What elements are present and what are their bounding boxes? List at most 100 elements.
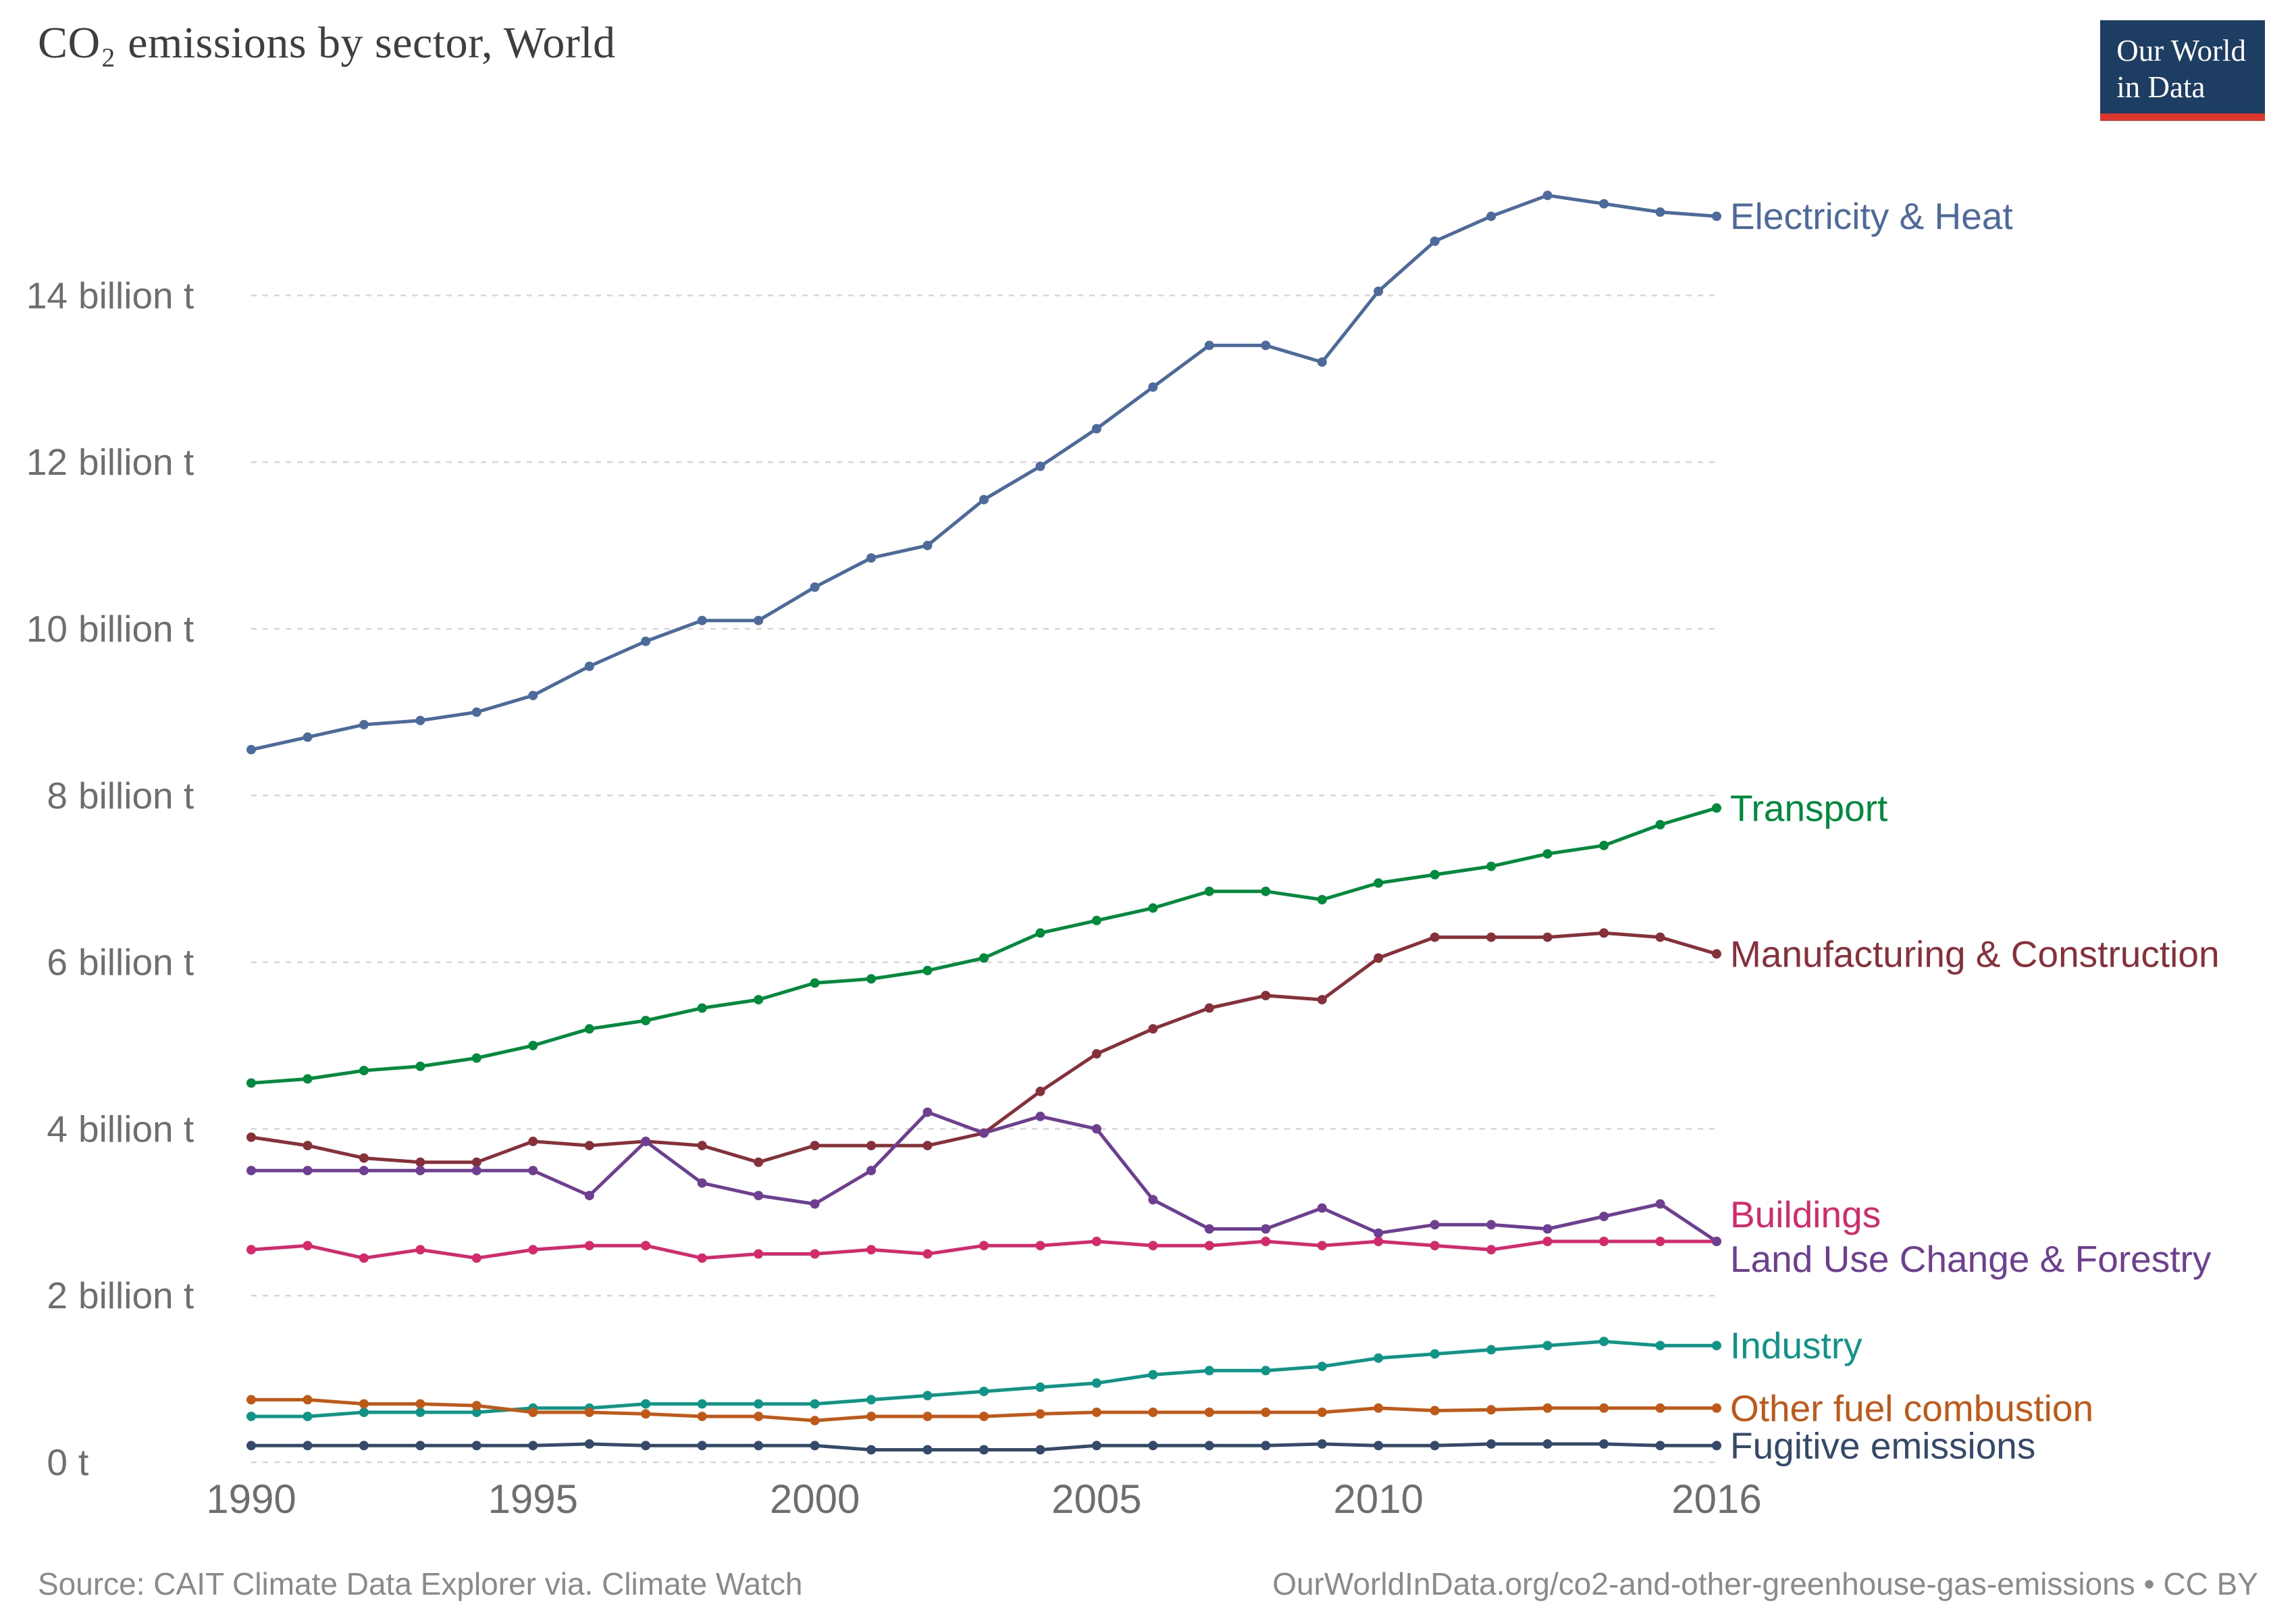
data-point-fugitive-emissions (1035, 1445, 1045, 1455)
data-point-other-fuel-combustion (1317, 1408, 1327, 1417)
data-point-land-use-change-forestry (1148, 1195, 1158, 1205)
data-point-buildings (754, 1249, 764, 1259)
data-point-transport (1091, 915, 1101, 925)
series-line-transport[interactable] (249, 806, 1719, 1085)
data-point-land-use-change-forestry (1374, 1228, 1384, 1238)
data-point-transport (584, 1024, 594, 1034)
data-point-buildings (1599, 1237, 1609, 1246)
data-point-land-use-change-forestry (584, 1191, 594, 1201)
y-axis-tick-unit: t (78, 1441, 88, 1483)
series-label-industry[interactable]: Industry (1730, 1324, 1862, 1366)
data-point-transport (697, 1003, 707, 1013)
data-point-buildings (1317, 1241, 1327, 1251)
y-axis-tick-value: 8 (47, 775, 68, 817)
data-point-manufacturing-construction (415, 1157, 425, 1167)
series-label-other-fuel-combustion[interactable]: Other fuel combustion (1730, 1387, 2093, 1429)
data-point-industry (1148, 1370, 1158, 1380)
data-point-other-fuel-combustion (584, 1408, 594, 1417)
data-point-manufacturing-construction (303, 1141, 313, 1151)
data-point-manufacturing-construction (1317, 995, 1327, 1005)
data-point-other-fuel-combustion (754, 1412, 764, 1422)
data-point-electricity-heat (922, 540, 933, 550)
data-point-manufacturing-construction (1374, 953, 1384, 963)
data-point-fugitive-emissions (1204, 1441, 1214, 1451)
data-point-land-use-change-forestry (1204, 1224, 1214, 1234)
data-point-industry (922, 1391, 933, 1401)
data-point-fugitive-emissions (1430, 1441, 1440, 1451)
data-point-industry (1430, 1349, 1440, 1359)
data-point-industry (359, 1408, 369, 1417)
data-point-buildings (979, 1241, 989, 1251)
data-point-land-use-change-forestry (359, 1166, 369, 1176)
data-point-manufacturing-construction (1148, 1024, 1158, 1034)
data-point-buildings (866, 1245, 877, 1255)
data-point-transport (1204, 886, 1214, 896)
data-point-electricity-heat (1599, 199, 1609, 209)
data-point-industry (1204, 1366, 1214, 1376)
data-point-land-use-change-forestry (1035, 1111, 1045, 1121)
data-point-other-fuel-combustion (641, 1409, 651, 1419)
data-point-fugitive-emissions (1148, 1441, 1158, 1451)
data-point-land-use-change-forestry (641, 1136, 651, 1146)
data-point-other-fuel-combustion (1374, 1403, 1384, 1413)
series-label-buildings[interactable]: Buildings (1730, 1193, 1881, 1235)
attribution-link[interactable]: OurWorldInData.org/co2-and-other-greenho… (1272, 1566, 2258, 1601)
data-point-other-fuel-combustion (246, 1395, 256, 1405)
owid-logo[interactable]: Our World in Data (2100, 20, 2265, 121)
x-axis-tick: 1995 (488, 1476, 578, 1522)
series-label-electricity-heat[interactable]: Electricity & Heat (1730, 195, 2013, 237)
series-label-fugitive-emissions[interactable]: Fugitive emissions (1730, 1424, 2035, 1466)
data-point-industry (1655, 1341, 1665, 1351)
data-point-fugitive-emissions (866, 1445, 877, 1455)
series-label-land-use-change-forestry[interactable]: Land Use Change & Forestry (1730, 1238, 2212, 1280)
data-point-fugitive-emissions (415, 1441, 425, 1451)
data-point-fugitive-emissions (754, 1441, 764, 1451)
series-line-manufacturing-construction[interactable] (249, 931, 1719, 1164)
y-axis-tick-value: 12 (26, 441, 68, 483)
data-point-other-fuel-combustion (1204, 1408, 1214, 1417)
data-point-other-fuel-combustion (359, 1399, 369, 1409)
data-point-transport (1712, 803, 1721, 813)
data-point-land-use-change-forestry (810, 1199, 820, 1209)
data-point-fugitive-emissions (1655, 1441, 1665, 1451)
data-point-fugitive-emissions (359, 1441, 369, 1451)
data-point-buildings (810, 1249, 820, 1259)
series-line-electricity-heat[interactable] (249, 193, 1719, 752)
data-point-industry (1712, 1341, 1721, 1351)
data-point-other-fuel-combustion (922, 1412, 933, 1422)
data-point-other-fuel-combustion (1261, 1408, 1271, 1417)
x-axis-tick: 2005 (1051, 1476, 1141, 1522)
data-point-land-use-change-forestry (471, 1166, 481, 1176)
data-point-land-use-change-forestry (1486, 1220, 1496, 1230)
data-point-transport (1374, 878, 1384, 888)
data-point-manufacturing-construction (1599, 928, 1609, 938)
data-point-other-fuel-combustion (471, 1401, 481, 1411)
series-label-manufacturing-construction[interactable]: Manufacturing & Construction (1730, 933, 2220, 975)
y-axis-tick-unit: billion t (78, 1275, 194, 1316)
owid-logo-line2: in Data (2116, 70, 2206, 104)
data-point-buildings (1486, 1245, 1496, 1255)
data-point-land-use-change-forestry (1599, 1212, 1609, 1221)
data-point-fugitive-emissions (697, 1441, 707, 1451)
data-point-manufacturing-construction (1486, 932, 1496, 942)
data-point-electricity-heat (359, 719, 369, 729)
series-label-transport[interactable]: Transport (1730, 787, 1887, 829)
data-point-industry (697, 1399, 707, 1409)
data-point-manufacturing-construction (697, 1141, 707, 1151)
y-axis-tick-unit: billion t (78, 274, 194, 316)
data-point-fugitive-emissions (979, 1445, 989, 1455)
data-point-fugitive-emissions (584, 1439, 594, 1449)
data-point-fugitive-emissions (1374, 1441, 1384, 1451)
data-point-other-fuel-combustion (866, 1412, 877, 1422)
data-point-electricity-heat (1712, 211, 1721, 222)
data-point-other-fuel-combustion (1486, 1405, 1496, 1415)
data-point-other-fuel-combustion (1655, 1403, 1665, 1413)
data-point-other-fuel-combustion (415, 1399, 425, 1409)
data-point-electricity-heat (246, 744, 256, 754)
chart-footer: Source: CAIT Climate Data Explorer via. … (38, 1566, 2258, 1602)
owid-logo-line1: Our World (2116, 34, 2246, 68)
data-point-industry (303, 1412, 313, 1422)
data-point-fugitive-emissions (246, 1441, 256, 1451)
data-point-industry (1035, 1382, 1045, 1392)
data-point-electricity-heat (1542, 190, 1553, 201)
